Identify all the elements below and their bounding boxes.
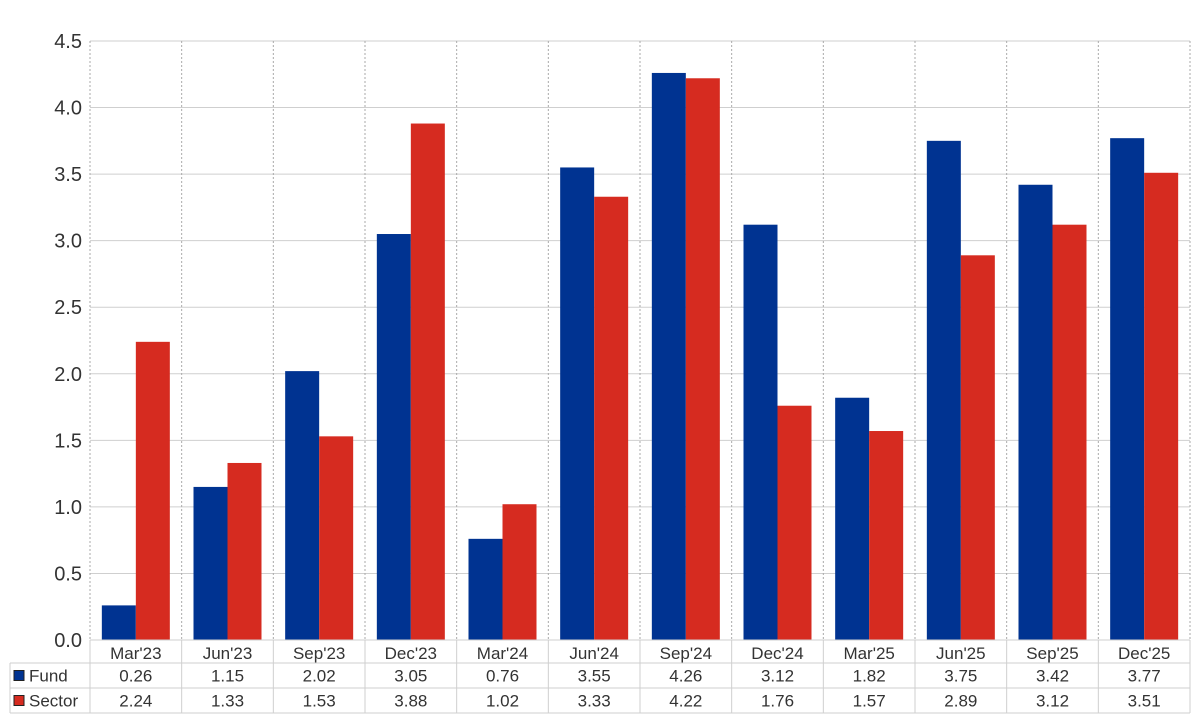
data-label: 2.24	[119, 692, 152, 711]
data-label: 1.76	[761, 692, 794, 711]
data-label: 3.33	[578, 692, 611, 711]
bar-sector	[227, 462, 262, 640]
bar-fund	[376, 234, 411, 640]
x-tick-label: Dec'23	[385, 644, 437, 663]
data-label: 1.33	[211, 692, 244, 711]
y-tick-label: 2.5	[54, 297, 82, 319]
x-tick-label: Mar'23	[110, 644, 161, 663]
data-label: 1.53	[303, 692, 336, 711]
x-tick-label: Sep'23	[293, 644, 345, 663]
y-tick-label: 3.0	[54, 231, 82, 253]
data-label: 3.55	[578, 667, 611, 686]
legend-swatch-sector	[13, 695, 25, 706]
bar-sector	[135, 341, 170, 640]
data-label: 4.22	[669, 692, 702, 711]
bar-sector	[960, 255, 995, 640]
data-label: 2.02	[303, 667, 336, 686]
bar-fund	[193, 486, 228, 640]
bar-fund	[560, 167, 595, 640]
data-label: 1.82	[853, 667, 886, 686]
bar-fund	[651, 72, 686, 641]
bar-fund	[101, 605, 136, 640]
y-tick-label: 4.0	[54, 98, 82, 120]
bar-sector	[502, 504, 537, 640]
bar-sector	[1052, 224, 1087, 640]
x-tick-label: Jun'23	[203, 644, 253, 663]
data-label: 3.42	[1036, 667, 1069, 686]
y-tick-label: 2.0	[54, 364, 82, 386]
y-tick-label: 4.5	[54, 31, 82, 53]
data-label: 3.12	[761, 667, 794, 686]
data-label: 1.02	[486, 692, 519, 711]
x-tick-label: Mar'24	[477, 644, 528, 663]
x-tick-label: Jun'24	[569, 644, 619, 663]
bar-fund	[926, 140, 961, 641]
data-label: 2.89	[944, 692, 977, 711]
y-tick-label: 1.5	[54, 430, 82, 452]
y-tick-label: 3.5	[54, 164, 82, 186]
x-tick-label: Sep'24	[660, 644, 712, 663]
data-label: 3.75	[944, 667, 977, 686]
data-label: 3.51	[1128, 692, 1161, 711]
data-label: 1.57	[853, 692, 886, 711]
data-label: 0.26	[119, 667, 152, 686]
bar-fund	[835, 397, 870, 640]
data-label: 3.88	[394, 692, 427, 711]
bar-sector	[869, 431, 904, 640]
y-tick-label: 1.0	[54, 497, 82, 519]
x-tick-label: Dec'24	[751, 644, 803, 663]
x-tick-label: Mar'25	[843, 644, 894, 663]
bar-fund	[468, 538, 503, 640]
bar-sector	[410, 123, 445, 641]
y-tick-label: 0.0	[54, 630, 82, 652]
data-label: 3.12	[1036, 692, 1069, 711]
bar-fund	[285, 371, 320, 640]
data-label: 3.05	[394, 667, 427, 686]
y-tick-label: 0.5	[54, 563, 82, 585]
legend-label: Fund	[29, 667, 68, 686]
legend-label: Sector	[29, 692, 78, 711]
x-tick-label: Jun'25	[936, 644, 986, 663]
data-label: 1.15	[211, 667, 244, 686]
data-label: 0.76	[486, 667, 519, 686]
bar-fund	[1110, 138, 1145, 640]
x-tick-label: Sep'25	[1026, 644, 1078, 663]
bar-sector	[319, 436, 354, 640]
bar-sector	[777, 405, 812, 640]
bar-sector	[594, 196, 629, 641]
data-label: 4.26	[669, 667, 702, 686]
bar-sector	[685, 78, 720, 640]
data-label: 3.77	[1128, 667, 1161, 686]
legend-swatch-fund	[13, 670, 25, 681]
bar-fund	[1018, 184, 1053, 640]
x-tick-label: Dec'25	[1118, 644, 1170, 663]
bar-sector	[1144, 172, 1179, 640]
bar-fund	[743, 224, 778, 640]
